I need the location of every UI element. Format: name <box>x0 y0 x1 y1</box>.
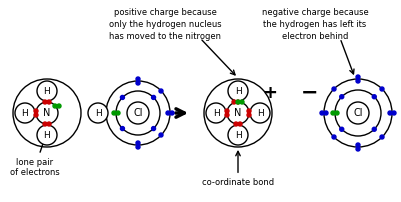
Circle shape <box>127 102 149 124</box>
Circle shape <box>136 81 140 85</box>
Circle shape <box>250 103 270 123</box>
Circle shape <box>225 113 229 117</box>
Circle shape <box>392 111 396 115</box>
Circle shape <box>247 113 251 117</box>
Circle shape <box>372 127 376 131</box>
Circle shape <box>136 77 140 81</box>
Circle shape <box>112 111 116 115</box>
Circle shape <box>347 102 369 124</box>
Circle shape <box>225 109 229 113</box>
Text: Cl: Cl <box>133 108 143 118</box>
Circle shape <box>340 95 344 99</box>
Circle shape <box>120 127 124 130</box>
Circle shape <box>247 109 251 113</box>
Circle shape <box>116 111 120 115</box>
Circle shape <box>206 103 226 123</box>
Circle shape <box>159 133 163 137</box>
Text: Cl: Cl <box>353 108 363 118</box>
Circle shape <box>136 145 140 149</box>
Text: H: H <box>22 108 28 118</box>
Circle shape <box>356 147 360 151</box>
Circle shape <box>136 141 140 145</box>
Circle shape <box>120 95 124 99</box>
Circle shape <box>116 91 160 135</box>
Text: H: H <box>95 108 101 118</box>
Circle shape <box>236 100 240 104</box>
Text: lone pair
of electrons: lone pair of electrons <box>10 109 60 177</box>
Circle shape <box>356 79 360 83</box>
Circle shape <box>320 111 324 115</box>
Text: −: − <box>301 83 319 103</box>
Circle shape <box>227 102 249 124</box>
Circle shape <box>380 135 384 139</box>
Text: +: + <box>263 84 277 102</box>
Circle shape <box>388 111 392 115</box>
Circle shape <box>166 111 170 115</box>
Circle shape <box>88 103 108 123</box>
Circle shape <box>34 113 38 117</box>
Circle shape <box>228 125 248 145</box>
Circle shape <box>170 111 174 115</box>
Circle shape <box>372 95 376 99</box>
Circle shape <box>324 111 328 115</box>
Circle shape <box>331 111 335 115</box>
Circle shape <box>37 81 57 101</box>
Text: co-ordinate bond: co-ordinate bond <box>202 151 274 187</box>
Circle shape <box>204 79 272 147</box>
Circle shape <box>232 100 236 104</box>
Circle shape <box>34 109 38 113</box>
Text: H: H <box>213 108 219 118</box>
Circle shape <box>234 122 238 126</box>
Text: H: H <box>235 130 241 140</box>
Text: N: N <box>234 108 242 118</box>
Circle shape <box>57 104 61 108</box>
Circle shape <box>159 89 163 93</box>
Circle shape <box>340 127 344 131</box>
Circle shape <box>13 79 81 147</box>
Circle shape <box>47 122 51 126</box>
Text: H: H <box>44 86 51 96</box>
Circle shape <box>236 100 240 104</box>
Circle shape <box>43 122 47 126</box>
Circle shape <box>106 81 170 145</box>
Text: H: H <box>235 86 241 96</box>
Circle shape <box>324 79 392 147</box>
Circle shape <box>152 127 156 130</box>
Circle shape <box>356 143 360 147</box>
Circle shape <box>332 87 336 91</box>
Circle shape <box>380 87 384 91</box>
Circle shape <box>47 100 51 104</box>
Circle shape <box>335 111 339 115</box>
Circle shape <box>53 104 57 108</box>
Text: positive charge because
only the hydrogen nucleus
has moved to the nitrogen: positive charge because only the hydroge… <box>109 8 221 41</box>
Circle shape <box>238 122 242 126</box>
Text: H: H <box>44 130 51 140</box>
Circle shape <box>43 100 47 104</box>
Text: negative charge because
the hydrogen has left its
electron behind: negative charge because the hydrogen has… <box>261 8 369 41</box>
Circle shape <box>36 102 58 124</box>
Text: N: N <box>43 108 51 118</box>
Circle shape <box>240 100 244 104</box>
Text: H: H <box>257 108 263 118</box>
Circle shape <box>335 90 381 136</box>
Circle shape <box>37 125 57 145</box>
Circle shape <box>356 75 360 79</box>
Circle shape <box>332 135 336 139</box>
Circle shape <box>152 95 156 99</box>
Circle shape <box>228 81 248 101</box>
Circle shape <box>15 103 35 123</box>
